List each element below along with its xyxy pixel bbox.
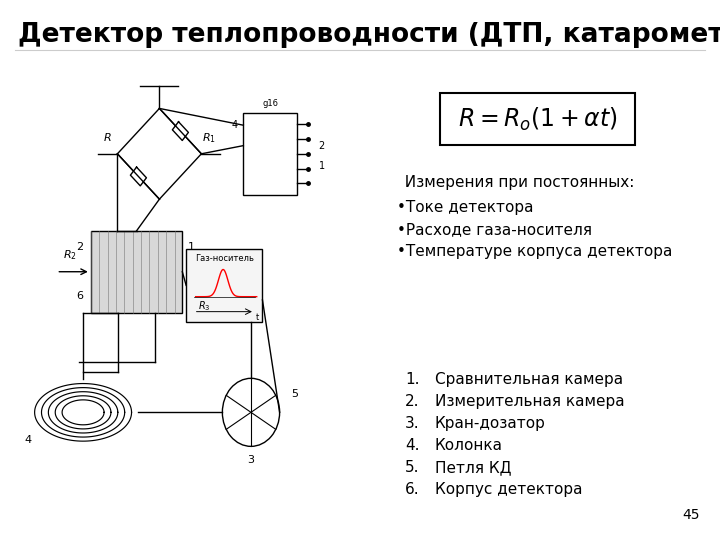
Text: 4.: 4. — [405, 438, 420, 453]
Text: 1: 1 — [188, 242, 195, 252]
Text: 4: 4 — [232, 120, 238, 130]
Text: Газ-носитель: Газ-носитель — [195, 254, 253, 264]
Text: Измерительная камера: Измерительная камера — [435, 394, 625, 409]
Text: •Температуре корпуса детектора: •Температуре корпуса детектора — [397, 244, 672, 259]
Text: 4: 4 — [24, 435, 31, 444]
Text: 2: 2 — [76, 242, 83, 252]
Text: $R = R_o(1+\alpha t)$: $R = R_o(1+\alpha t)$ — [458, 105, 618, 133]
Text: 6: 6 — [76, 291, 83, 301]
Text: 5.: 5. — [405, 460, 420, 475]
Text: 3: 3 — [248, 455, 254, 465]
Bar — [91, 231, 182, 313]
Text: •Расходе газа-носителя: •Расходе газа-носителя — [397, 222, 592, 237]
Text: $R_2$: $R_2$ — [63, 248, 76, 262]
Text: •Токе детектора: •Токе детектора — [397, 200, 534, 215]
Text: g16: g16 — [262, 99, 278, 109]
Text: t: t — [256, 313, 258, 322]
Text: Колонка: Колонка — [435, 438, 503, 453]
Text: 1: 1 — [318, 161, 325, 171]
Text: Сравнительная камера: Сравнительная камера — [435, 372, 623, 387]
Text: 1.: 1. — [405, 372, 420, 387]
Text: 5: 5 — [291, 389, 298, 399]
Text: Детектор теплопроводности (ДТП, катарометр): Детектор теплопроводности (ДТП, катароме… — [18, 22, 720, 48]
Text: 2.: 2. — [405, 394, 420, 409]
Bar — [243, 113, 297, 194]
Bar — [186, 249, 263, 322]
Text: Корпус детектора: Корпус детектора — [435, 482, 582, 497]
Text: $R_3$: $R_3$ — [197, 299, 210, 313]
Text: 3.: 3. — [405, 416, 420, 431]
Bar — [440, 93, 635, 145]
Text: R: R — [104, 133, 112, 143]
Text: Петля КД: Петля КД — [435, 460, 511, 475]
Text: 2: 2 — [318, 140, 325, 151]
Text: Кран-дозатор: Кран-дозатор — [435, 416, 546, 431]
Text: 6.: 6. — [405, 482, 420, 497]
Text: $R_1$: $R_1$ — [202, 131, 216, 145]
Text: Измерения при постоянных:: Измерения при постоянных: — [395, 175, 634, 190]
Text: 45: 45 — [683, 508, 700, 522]
